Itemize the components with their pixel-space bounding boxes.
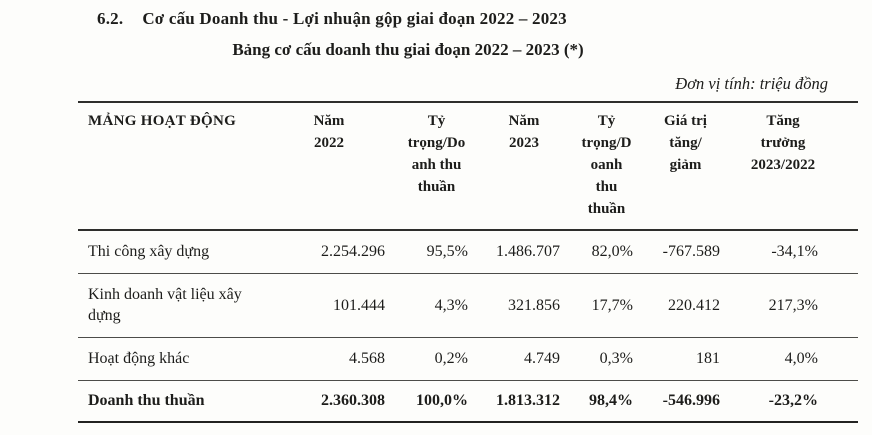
growth-rate: 4,0% [728,337,858,381]
row-label: Thi công xây dựng [78,230,263,274]
section-title: Cơ cấu Doanh thu - Lợi nhuận gộp giai đo… [142,9,567,28]
total-row: Doanh thu thuần 2.360.308 100,0% 1.813.3… [78,380,858,423]
row-label: Kinh doanh vật liệu xây dựng [78,273,263,338]
header-share-2023: Tỷ trọng/D oanh thu thuần [570,101,643,231]
value-2022: 4.568 [263,337,395,381]
total-share-2023: 98,4% [570,380,643,423]
revenue-structure-table: MẢNG HOẠT ĐỘNG Năm 2022 Tỷ trọng/Do anh … [78,101,858,423]
value-2023: 4.749 [478,337,570,381]
header-year-2023: Năm 2023 [478,101,570,231]
table-body: Thi công xây dựng 2.254.296 95,5% 1.486.… [78,230,858,423]
total-share-2022: 100,0% [395,380,478,423]
share-2023: 82,0% [570,230,643,274]
table-header: MẢNG HOẠT ĐỘNG Năm 2022 Tỷ trọng/Do anh … [78,101,858,231]
growth-rate: -34,1% [728,230,858,274]
total-growth-rate: -23,2% [728,380,858,423]
value-2023: 321.856 [478,273,570,338]
unit-note: Đơn vị tính: triệu đồng [675,74,828,93]
change-value: 220.412 [643,273,728,338]
value-2022: 2.254.296 [263,230,395,274]
header-growth: Tăng trưởng 2023/2022 [728,101,858,231]
row-label: Hoạt động khác [78,337,263,381]
share-2023: 17,7% [570,273,643,338]
table-row: Kinh doanh vật liệu xây dựng 101.444 4,3… [78,273,858,338]
header-row: MẢNG HOẠT ĐỘNG Năm 2022 Tỷ trọng/Do anh … [78,101,858,231]
table-title: Bảng cơ cấu doanh thu giai đoạn 2022 – 2… [232,40,584,59]
share-2023: 0,3% [570,337,643,381]
change-value: 181 [643,337,728,381]
share-2022: 4,3% [395,273,478,338]
total-label: Doanh thu thuần [78,380,263,423]
header-change-value: Giá trị tăng/ giảm [643,101,728,231]
header-activity-segment: MẢNG HOẠT ĐỘNG [78,101,263,231]
section-heading: 6.2. Cơ cấu Doanh thu - Lợi nhuận gộp gia… [0,0,872,29]
total-value-2023: 1.813.312 [478,380,570,423]
share-2022: 95,5% [395,230,478,274]
growth-rate: 217,3% [728,273,858,338]
header-year-2022: Năm 2022 [263,101,395,231]
total-value-2022: 2.360.308 [263,380,395,423]
total-change-value: -546.996 [643,380,728,423]
value-2022: 101.444 [263,273,395,338]
header-share-2022: Tỷ trọng/Do anh thu thuần [395,101,478,231]
share-2022: 0,2% [395,337,478,381]
section-number: 6.2. [97,9,124,28]
table-row: Hoạt động khác 4.568 0,2% 4.749 0,3% 181… [78,337,858,381]
change-value: -767.589 [643,230,728,274]
value-2023: 1.486.707 [478,230,570,274]
table-row: Thi công xây dựng 2.254.296 95,5% 1.486.… [78,230,858,274]
